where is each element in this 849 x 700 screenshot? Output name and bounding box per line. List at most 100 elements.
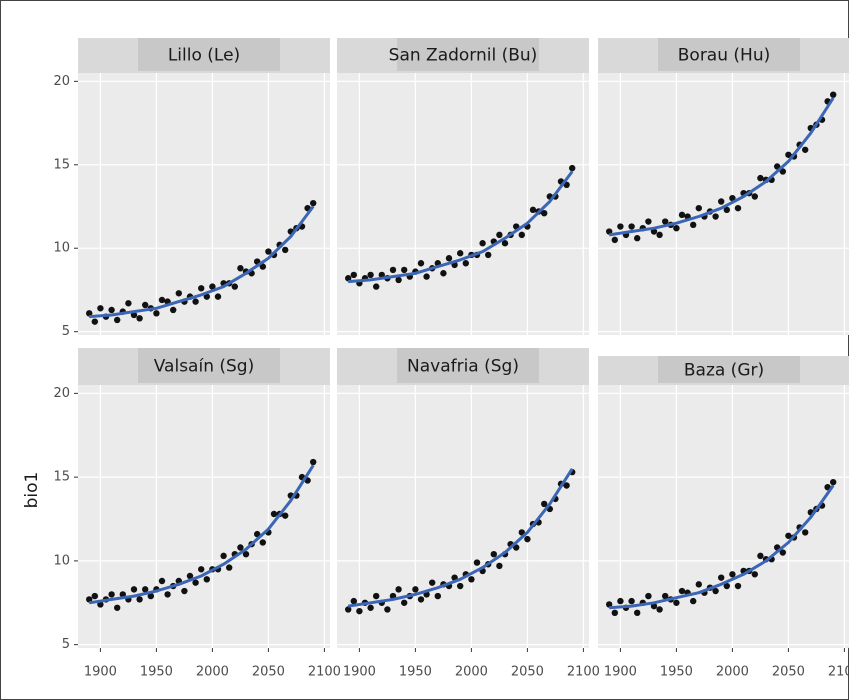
data-point <box>662 218 669 225</box>
data-point <box>718 574 725 581</box>
strip-label-bg <box>138 348 280 383</box>
data-point <box>147 592 154 600</box>
data-point <box>389 266 397 274</box>
x-tick-label: 1900 <box>343 665 376 680</box>
y-tick-label: 15 <box>53 157 70 172</box>
data-point <box>445 255 453 262</box>
data-point <box>231 283 238 290</box>
fit-line <box>608 97 835 237</box>
x-tick-label: 1950 <box>660 665 693 680</box>
data-point <box>634 609 641 617</box>
data-point <box>468 576 475 583</box>
data-point <box>457 582 464 590</box>
data-point <box>462 260 469 267</box>
data-point <box>108 306 115 314</box>
data-point <box>401 599 408 606</box>
data-point <box>751 193 758 200</box>
data-point <box>802 529 809 536</box>
data-point <box>830 91 837 98</box>
data-point <box>136 596 143 603</box>
data-point <box>569 164 576 172</box>
data-point <box>518 231 525 239</box>
data-point <box>695 204 702 212</box>
data-point <box>192 298 199 305</box>
data-point <box>617 597 624 605</box>
data-point <box>485 251 492 259</box>
data-point <box>479 240 486 247</box>
data-point <box>785 151 792 158</box>
data-point <box>695 581 702 588</box>
data-point <box>490 550 497 558</box>
y-tick-label: 10 <box>53 241 70 256</box>
data-point <box>136 315 143 322</box>
data-point <box>541 500 548 508</box>
data-point <box>645 592 652 600</box>
fit-line <box>89 205 315 319</box>
data-point <box>130 311 138 319</box>
data-point <box>751 571 758 578</box>
y-tick-label: 20 <box>53 74 70 89</box>
x-tick-label: 2050 <box>252 665 285 680</box>
panel-title: Borau (Hu) <box>678 46 770 66</box>
data-point <box>802 146 809 153</box>
data-point <box>282 246 289 254</box>
y-tick-label: 5 <box>62 324 70 339</box>
data-point <box>563 482 570 489</box>
data-point <box>209 283 216 290</box>
data-point <box>356 607 363 615</box>
data-point <box>656 231 663 239</box>
data-point <box>723 206 730 214</box>
data-point <box>130 586 138 593</box>
data-point <box>423 273 430 280</box>
panel-title: San Zadornil (Bu) <box>389 46 538 66</box>
data-point <box>237 265 244 272</box>
x-tick-label: 2100 <box>567 665 600 680</box>
data-point <box>97 305 104 312</box>
fit-line <box>88 464 315 605</box>
data-point <box>384 606 391 613</box>
data-point <box>86 310 93 317</box>
data-point <box>142 301 149 309</box>
data-point <box>501 240 509 247</box>
strip-label-bg <box>138 38 280 71</box>
data-point <box>158 577 166 585</box>
data-point <box>617 223 624 230</box>
panel-title: Lillo (Le) <box>168 46 240 66</box>
data-point <box>678 211 686 219</box>
data-point <box>473 559 481 566</box>
panel-title: Valsaín (Sg) <box>154 357 254 377</box>
x-tick-label: 2100 <box>828 665 849 680</box>
data-point <box>524 535 531 543</box>
data-point <box>158 296 166 304</box>
data-point <box>114 316 121 324</box>
y-tick-label: 20 <box>53 386 70 401</box>
data-point <box>712 587 719 595</box>
data-point <box>226 564 233 571</box>
data-point <box>729 194 736 202</box>
data-point <box>734 204 742 212</box>
data-point <box>373 592 380 600</box>
strip-label-bg <box>397 348 539 383</box>
data-point <box>310 458 317 466</box>
data-point <box>198 285 205 292</box>
data-point <box>175 290 182 297</box>
data-point <box>496 562 503 570</box>
data-point <box>203 576 210 583</box>
data-point <box>628 597 635 605</box>
data-point <box>628 223 635 230</box>
data-point <box>611 609 618 617</box>
data-point <box>673 224 680 232</box>
strip-label-bg <box>658 356 800 383</box>
data-point <box>718 198 725 205</box>
data-point <box>192 579 199 586</box>
data-point <box>395 586 402 593</box>
data-point <box>434 592 441 600</box>
data-point <box>412 586 419 593</box>
x-tick-label: 1900 <box>84 665 117 680</box>
data-point <box>611 236 618 244</box>
data-point <box>170 306 177 314</box>
data-point <box>214 293 222 300</box>
data-point <box>282 512 289 519</box>
data-point <box>440 270 447 277</box>
data-point <box>265 248 272 255</box>
